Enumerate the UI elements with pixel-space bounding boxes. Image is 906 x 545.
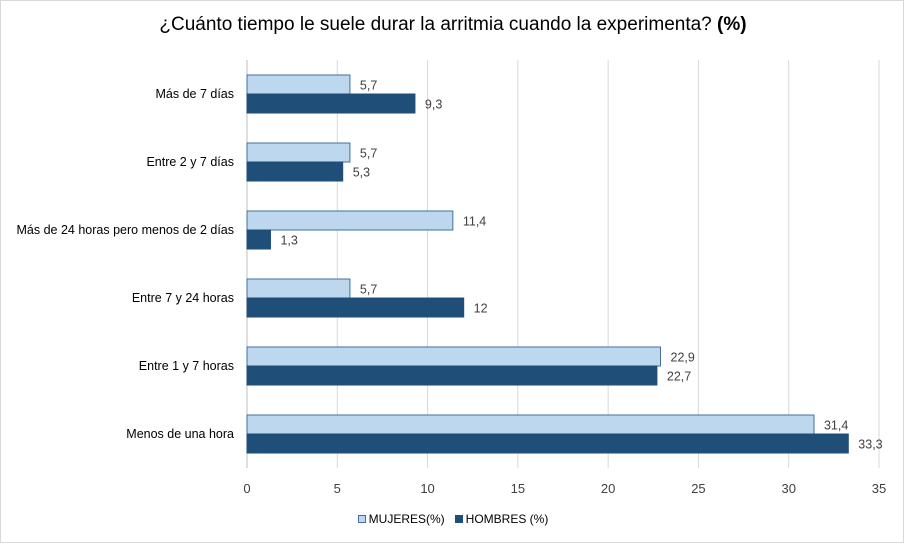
data-label-mujeres: 11,4	[463, 215, 486, 229]
legend-swatch-hombres	[454, 515, 463, 523]
legend-swatch-mujeres	[357, 515, 366, 523]
bar-hombres	[246, 297, 465, 318]
x-tick-label: 0	[243, 481, 250, 496]
bar-hombres	[246, 433, 849, 454]
category-label: Entre 2 y 7 días	[146, 155, 234, 169]
bar-hombres	[246, 365, 658, 386]
legend-label-hombres: HOMBRES (%)	[465, 512, 549, 526]
bar-mujeres	[246, 278, 351, 299]
x-tick-label: 25	[691, 481, 705, 496]
data-label-mujeres: 5,7	[360, 283, 377, 297]
x-tick-label: 15	[511, 481, 525, 496]
data-label-hombres: 9,3	[425, 98, 442, 112]
data-label-mujeres: 22,9	[671, 351, 695, 365]
x-tick-label: 10	[420, 481, 434, 496]
x-tick-label: 20	[601, 481, 615, 496]
chart-title: ¿Cuánto tiempo le suele durar la arritmi…	[0, 14, 906, 36]
data-label-hombres: 33,3	[858, 438, 882, 452]
bar-hombres	[246, 161, 344, 182]
data-label-hombres: 5,3	[353, 166, 370, 180]
bar-mujeres	[246, 414, 815, 435]
legend-item-mujeres: MUJERES(%)	[357, 512, 445, 526]
category-label: Más de 24 horas pero menos de 2 días	[17, 223, 235, 237]
x-tick-label: 5	[334, 481, 341, 496]
category-label: Entre 1 y 7 horas	[139, 359, 234, 373]
bar-hombres	[246, 93, 416, 114]
bar-mujeres	[246, 74, 351, 95]
x-tick-label: 30	[781, 481, 795, 496]
data-label-mujeres: 31,4	[824, 419, 848, 433]
category-label: Menos de una hora	[126, 427, 234, 441]
category-label: Más de 7 días	[155, 87, 234, 101]
chart-title-text: ¿Cuánto tiempo le suele durar la arritmi…	[159, 14, 712, 35]
data-label-hombres: 22,7	[667, 370, 691, 384]
bar-mujeres	[246, 210, 454, 231]
data-label-hombres: 1,3	[280, 234, 297, 248]
bar-mujeres	[246, 346, 662, 367]
legend-item-hombres: HOMBRES (%)	[454, 512, 549, 526]
bar-hombres	[246, 229, 271, 250]
x-tick-label: 35	[872, 481, 886, 496]
bar-mujeres	[246, 142, 351, 163]
category-label: Entre 7 y 24 horas	[132, 291, 234, 305]
data-label-hombres: 12	[474, 302, 488, 316]
data-label-mujeres: 5,7	[360, 79, 377, 93]
legend-label-mujeres: MUJERES(%)	[368, 512, 445, 526]
data-label-mujeres: 5,7	[360, 147, 377, 161]
legend: MUJERES(%) HOMBRES (%)	[0, 512, 906, 526]
chart-title-suffix: (%)	[717, 14, 747, 35]
